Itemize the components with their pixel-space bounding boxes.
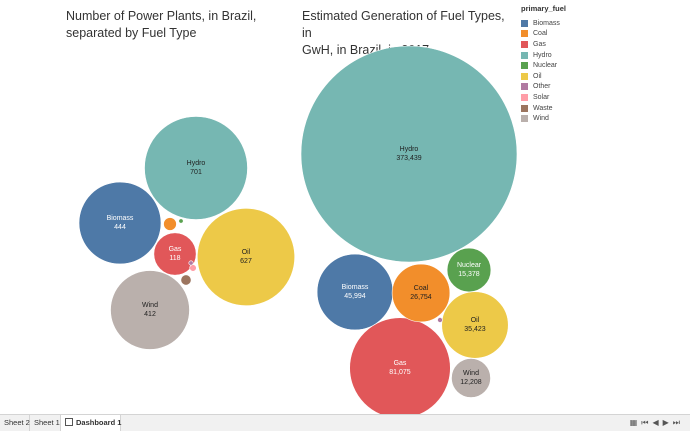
bubble-plants-coal[interactable] — [163, 217, 177, 231]
bubble-value: 12,208 — [460, 379, 482, 386]
bubble-label: Gas — [169, 246, 182, 253]
bubble-label: Coal — [414, 285, 429, 292]
legend-swatch — [521, 72, 528, 80]
bubble-value: 118 — [169, 255, 180, 262]
bubble-generation-other[interactable] — [437, 317, 443, 323]
legend-label: Biomass — [533, 19, 560, 27]
bubble-value: 444 — [114, 224, 126, 231]
bubble-generation-gas[interactable] — [349, 317, 451, 414]
bubble-plants-oil[interactable] — [196, 207, 296, 307]
legend-swatch — [521, 93, 528, 101]
prev-icon[interactable]: ◀ — [652, 418, 663, 427]
bubble-plants-wind[interactable] — [110, 270, 190, 350]
legend-swatch — [521, 62, 528, 70]
bubble-value: 412 — [144, 311, 156, 318]
bubble-value: 35,423 — [464, 326, 486, 333]
sheet-tab-bar: Sheet 2 Sheet 1 Dashboard 1 ▦⏮◀▶⏭ — [0, 414, 690, 431]
bubble-value: 373,439 — [396, 155, 421, 162]
dashboard-icon — [65, 418, 73, 426]
next-icon[interactable]: ▶ — [662, 418, 673, 427]
bubble-charts: Hydro 701 Oil 627 Biomass 444 Wind 412 Gas 118 Hyd… — [78, 45, 518, 414]
legend-items: Biomass Coal Gas Hydro Nuclear Oil Other Solar W… — [521, 18, 601, 124]
bubble-label: Oil — [471, 317, 480, 324]
left-title-line-2: separated by Fuel Type — [66, 26, 197, 40]
legend-label: Other — [533, 83, 551, 91]
tab-sheet-2-label: Sheet 2 — [4, 418, 30, 427]
grid-icon[interactable]: ▦ — [629, 418, 642, 427]
bubble-value: 701 — [190, 169, 202, 176]
legend-item-nuclear: Nuclear — [521, 60, 601, 71]
left-chart-title: Number of Power Plants, in Brazil, separ… — [66, 8, 281, 42]
bubble-label: Biomass — [342, 284, 369, 291]
legend-label: Solar — [533, 93, 550, 101]
bubble-label: Nuclear — [457, 262, 482, 269]
legend-label: Coal — [533, 30, 548, 38]
legend-swatch — [521, 104, 528, 112]
legend-label: Waste — [533, 104, 553, 112]
bubble-generation-wind[interactable] — [451, 358, 491, 398]
legend-label: Nuclear — [533, 62, 558, 70]
legend-label: Oil — [533, 72, 542, 80]
last-icon[interactable]: ⏭ — [672, 418, 684, 427]
right-title-line-1: Estimated Generation of Fuel Types, in — [302, 9, 505, 40]
bubble-generation-biomass[interactable] — [316, 253, 394, 331]
legend-swatch — [521, 115, 528, 123]
bubble-plants-gas[interactable] — [153, 232, 197, 276]
bubble-generation-oil[interactable] — [441, 291, 509, 359]
bubble-generation-coal[interactable] — [391, 263, 451, 323]
legend-title: primary_fuel — [521, 4, 567, 13]
bubble-value: 26,754 — [410, 294, 432, 301]
legend-item-solar: Solar — [521, 92, 601, 103]
legend-item-wind: Wind — [521, 113, 601, 124]
bubble-label: Hydro — [400, 146, 419, 153]
legend-item-coal: Coal — [521, 29, 601, 40]
bubble-value: 45,994 — [344, 293, 366, 300]
bubble-plants-waste[interactable] — [180, 274, 192, 286]
legend-item-biomass: Biomass — [521, 18, 601, 29]
tab-dashboard-1-label: Dashboard 1 — [76, 418, 122, 427]
bubble-plants-other[interactable] — [188, 260, 194, 266]
left-title-line-1: Number of Power Plants, in Brazil, — [66, 9, 257, 23]
legend-item-oil: Oil — [521, 71, 601, 82]
first-icon[interactable]: ⏮ — [641, 418, 653, 427]
bubble-plants-hydro[interactable] — [144, 116, 248, 220]
bubble-label: Wind — [463, 370, 479, 377]
bubble-value: 15,378 — [458, 271, 480, 278]
legend-label: Hydro — [533, 51, 552, 59]
legend-label: Gas — [533, 40, 546, 48]
bubble-value: 81,075 — [389, 369, 411, 376]
legend-item-hydro: Hydro — [521, 50, 601, 61]
bubble-value: 627 — [240, 258, 252, 265]
legend-swatch — [521, 83, 528, 91]
legend-swatch — [521, 30, 528, 38]
legend-swatch — [521, 51, 528, 59]
legend-swatch — [521, 19, 528, 27]
bubble-plants-solar[interactable] — [189, 264, 197, 272]
bubble-label: Gas — [394, 360, 407, 367]
bubble-label: Wind — [142, 302, 158, 309]
legend-item-gas: Gas — [521, 39, 601, 50]
bubble-label: Hydro — [187, 160, 206, 167]
bubble-plants-biomass[interactable] — [78, 181, 162, 265]
legend-item-waste: Waste — [521, 103, 601, 114]
legend-swatch — [521, 40, 528, 48]
sheet-navigation: ▦⏮◀▶⏭ — [630, 418, 684, 428]
tab-sheet-2[interactable]: Sheet 2 — [0, 415, 30, 431]
bubble-generation-hydro[interactable] — [300, 45, 518, 263]
bubble-plants-nuclear[interactable] — [178, 218, 184, 224]
legend: primary_fuel Biomass Coal Gas Hydro Nuclear O… — [521, 4, 601, 124]
bubble-label: Oil — [242, 249, 251, 256]
bubble-label: Biomass — [107, 215, 134, 222]
legend-item-other: Other — [521, 82, 601, 93]
tab-dashboard-1[interactable]: Dashboard 1 — [61, 415, 121, 431]
bubble-generation-nuclear[interactable] — [446, 247, 492, 293]
legend-label: Wind — [533, 115, 549, 123]
tab-sheet-1-label: Sheet 1 — [34, 418, 60, 427]
tab-sheet-1[interactable]: Sheet 1 — [30, 415, 61, 431]
